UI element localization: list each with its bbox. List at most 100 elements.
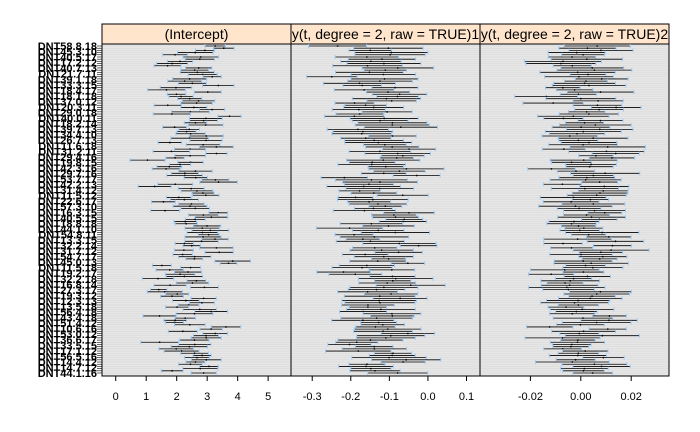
estimate-point: [399, 297, 402, 300]
estimate-point: [405, 358, 408, 361]
estimate-point: [391, 312, 393, 315]
row-label: DNT53.0.12: [38, 329, 97, 341]
panel-background: [479, 43, 670, 377]
estimate-point: [376, 260, 379, 262]
estimate-point: [370, 178, 373, 181]
estimate-point: [385, 97, 388, 100]
estimate-point: [361, 130, 364, 133]
estimate-point: [579, 97, 582, 100]
estimate-point: [568, 135, 571, 137]
estimate-point: [562, 148, 565, 151]
estimate-point: [354, 196, 357, 199]
row-label: DNT31.2.11: [38, 146, 97, 158]
estimate-point: [357, 350, 360, 352]
estimate-point: [582, 271, 585, 273]
estimate-point: [211, 108, 213, 111]
estimate-point: [596, 104, 599, 107]
estimate-point: [354, 273, 357, 276]
estimate-point: [185, 130, 188, 133]
estimate-point: [361, 319, 364, 322]
row-label: DNT34.4.10: [38, 130, 97, 142]
row-label: DNT16.8.14: [38, 279, 98, 291]
estimate-point: [375, 288, 378, 291]
x-tick-label: 0.02: [620, 391, 641, 403]
estimate-point: [611, 244, 614, 247]
estimate-point: [363, 209, 366, 212]
row-label: DNT45.0.13: [38, 257, 97, 269]
estimate-point: [594, 154, 597, 157]
estimate-point: [188, 97, 191, 100]
estimate-point: [356, 128, 359, 131]
estimate-point: [573, 88, 576, 91]
estimate-point: [217, 84, 220, 87]
estimate-point: [585, 110, 588, 113]
row-label: DNT18.2.14: [38, 119, 98, 131]
row-label: DNT14.4.12: [38, 357, 97, 369]
estimate-point: [210, 216, 213, 219]
estimate-point: [392, 352, 394, 355]
estimate-point: [363, 88, 366, 91]
estimate-point: [396, 95, 399, 98]
estimate-point: [379, 119, 381, 122]
estimate-point: [377, 321, 380, 324]
estimate-point: [573, 220, 575, 223]
estimate-point: [369, 49, 372, 52]
estimate-point: [590, 163, 592, 166]
x-tick-label: 0.0: [420, 391, 435, 403]
estimate-point: [372, 192, 375, 194]
estimate-point: [591, 266, 594, 269]
estimate-point: [391, 279, 394, 282]
estimate-point: [390, 99, 393, 102]
estimate-point: [406, 332, 409, 335]
estimate-point: [417, 244, 420, 247]
estimate-point: [162, 200, 165, 203]
estimate-point: [373, 139, 376, 142]
estimate-point: [366, 363, 368, 366]
estimate-point: [578, 207, 580, 210]
estimate-point: [576, 354, 579, 357]
row-label: DNT11.5.18: [38, 263, 97, 275]
estimate-point: [195, 102, 198, 104]
row-label: DNT44.1.10: [38, 224, 97, 236]
estimate-point: [194, 361, 197, 363]
estimate-point: [199, 56, 202, 58]
estimate-point: [201, 301, 203, 304]
estimate-point: [389, 53, 392, 56]
estimate-point: [567, 288, 570, 291]
estimate-point: [603, 185, 606, 188]
estimate-point: [181, 253, 184, 256]
estimate-point: [576, 238, 579, 241]
estimate-point: [582, 369, 585, 372]
x-tick-label: 3: [204, 391, 210, 403]
estimate-point: [189, 266, 192, 269]
estimate-point: [182, 249, 185, 252]
estimate-point: [174, 183, 177, 186]
estimate-point: [384, 165, 387, 168]
estimate-point: [593, 209, 596, 212]
estimate-point: [604, 172, 607, 175]
estimate-point: [396, 152, 399, 155]
estimate-point: [399, 126, 402, 129]
estimate-point: [193, 343, 196, 346]
estimate-point: [582, 143, 584, 146]
estimate-point: [179, 60, 181, 63]
estimate-point: [599, 119, 602, 122]
estimate-point: [214, 45, 217, 47]
estimate-point: [176, 306, 178, 309]
estimate-point: [373, 236, 376, 238]
estimate-point: [607, 236, 610, 238]
estimate-point: [396, 372, 399, 374]
estimate-point: [600, 49, 602, 52]
estimate-point: [580, 126, 582, 129]
estimate-point: [379, 301, 381, 304]
row-label: DNT36.6.17: [38, 335, 97, 347]
x-tick-label: 4: [235, 391, 241, 403]
estimate-point: [562, 60, 564, 63]
estimate-point: [587, 73, 589, 76]
estimate-point: [572, 115, 575, 118]
estimate-point: [369, 367, 372, 370]
row-label: DNT20.3.11: [38, 102, 97, 114]
estimate-point: [193, 352, 196, 355]
estimate-point: [398, 170, 401, 172]
estimate-point: [368, 71, 371, 74]
